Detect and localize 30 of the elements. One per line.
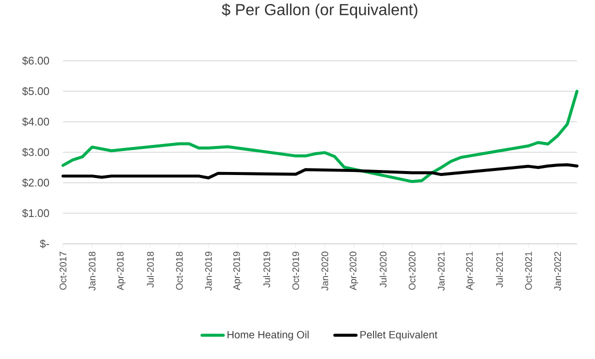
y-tick-label: $1.00: [22, 208, 50, 218]
line-series: [62, 90, 578, 184]
x-tick-label: Jul-2019: [263, 252, 270, 288]
x-tick-label: Oct-2018: [176, 252, 183, 290]
y-tick-label: $3.00: [22, 148, 50, 157]
legend-label: Pellet Equivalent: [360, 330, 438, 341]
y-tick-label: $-: [40, 239, 49, 248]
y-tick-label: $4.00: [22, 117, 50, 126]
y-tick-label: $6.00: [22, 56, 50, 66]
x-tick-label: Jan-2020: [321, 252, 328, 291]
y-tick-label: $2.00: [22, 178, 50, 188]
x-tick-label: Oct-2019: [292, 252, 300, 290]
chart-title: $ Per Gallon (or Equivalent): [222, 3, 418, 19]
x-tick-label: Apr-2018: [116, 252, 126, 290]
x-tick-label: Jan-2019: [205, 252, 212, 291]
x-tick-label: Jan-2022: [554, 252, 561, 291]
x-tick-label: Oct-2021: [525, 252, 532, 290]
x-tick-label: Apr-2021: [466, 252, 475, 290]
y-tick-label: $5.00: [22, 86, 50, 96]
x-tick-label: Oct-2020: [408, 252, 416, 290]
x-tick-label: Jul-2018: [146, 252, 154, 288]
x-tick-label: Jul-2021: [496, 252, 503, 288]
x-tick-label: Apr-2020: [350, 252, 358, 290]
x-tick-label: Jan-2018: [88, 252, 96, 291]
x-tick-label: Apr-2019: [233, 252, 242, 290]
x-tick-label: Jul-2020: [380, 252, 387, 288]
legend-label: Home Heating Oil: [228, 330, 309, 341]
x-tick-label: Oct-2017: [60, 252, 66, 290]
line-series: [62, 163, 578, 180]
x-tick-label: Jan-2021: [438, 252, 445, 291]
